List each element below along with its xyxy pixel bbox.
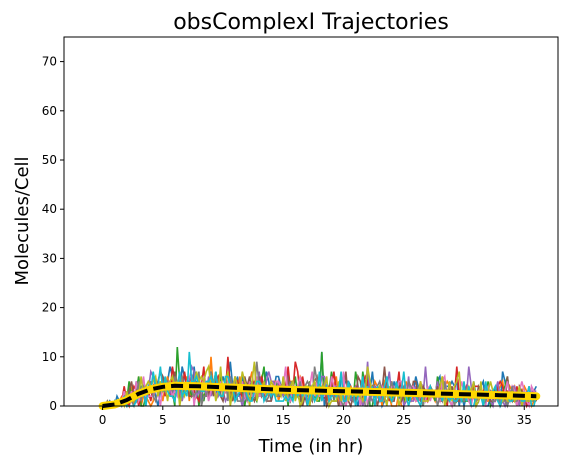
mean-dashed-line bbox=[102, 383, 537, 408]
x-tick-label: 30 bbox=[456, 413, 471, 427]
y-tick-label: 10 bbox=[42, 350, 57, 364]
y-tick-label: 50 bbox=[42, 153, 57, 167]
plot-frame bbox=[63, 36, 559, 407]
chart-title: obsComplexI Trajectories bbox=[173, 10, 449, 35]
y-tick-label: 70 bbox=[42, 55, 57, 69]
x-tick-label: 25 bbox=[396, 413, 411, 427]
y-tick-label: 0 bbox=[49, 399, 57, 413]
y-tick-label: 30 bbox=[42, 251, 57, 265]
y-tick-label: 40 bbox=[42, 202, 57, 216]
y-axis-label: Molecules/Cell bbox=[12, 156, 33, 285]
x-tick-label: 15 bbox=[276, 413, 291, 427]
x-tick-label: 10 bbox=[215, 413, 230, 427]
x-tick-label: 5 bbox=[159, 413, 167, 427]
y-tick-label: 60 bbox=[42, 104, 57, 118]
x-axis-label: Time (in hr) bbox=[258, 436, 364, 457]
y-axis-ticks: 0 10 20 30 40 50 60 70 bbox=[42, 55, 64, 413]
trajectory-line bbox=[102, 351, 538, 409]
y-tick-label: 20 bbox=[42, 301, 57, 315]
x-tick-label: 35 bbox=[517, 413, 532, 427]
x-axis-ticks: 0 5 10 15 20 25 30 35 bbox=[99, 406, 532, 427]
x-tick-label: 0 bbox=[99, 413, 107, 427]
series-mean-dashed bbox=[102, 383, 537, 408]
plot-area bbox=[64, 37, 558, 406]
x-tick-label: 20 bbox=[336, 413, 351, 427]
